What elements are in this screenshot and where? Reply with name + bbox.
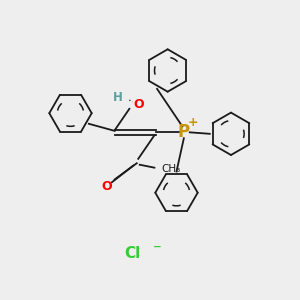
- Text: CH₃: CH₃: [162, 164, 181, 174]
- Text: ⁻: ⁻: [153, 241, 162, 259]
- Text: H: H: [113, 92, 122, 104]
- Text: O: O: [133, 98, 143, 111]
- Text: O: O: [101, 180, 112, 193]
- Text: +: +: [188, 116, 199, 129]
- Text: Cl: Cl: [124, 246, 140, 261]
- Text: P: P: [178, 123, 190, 141]
